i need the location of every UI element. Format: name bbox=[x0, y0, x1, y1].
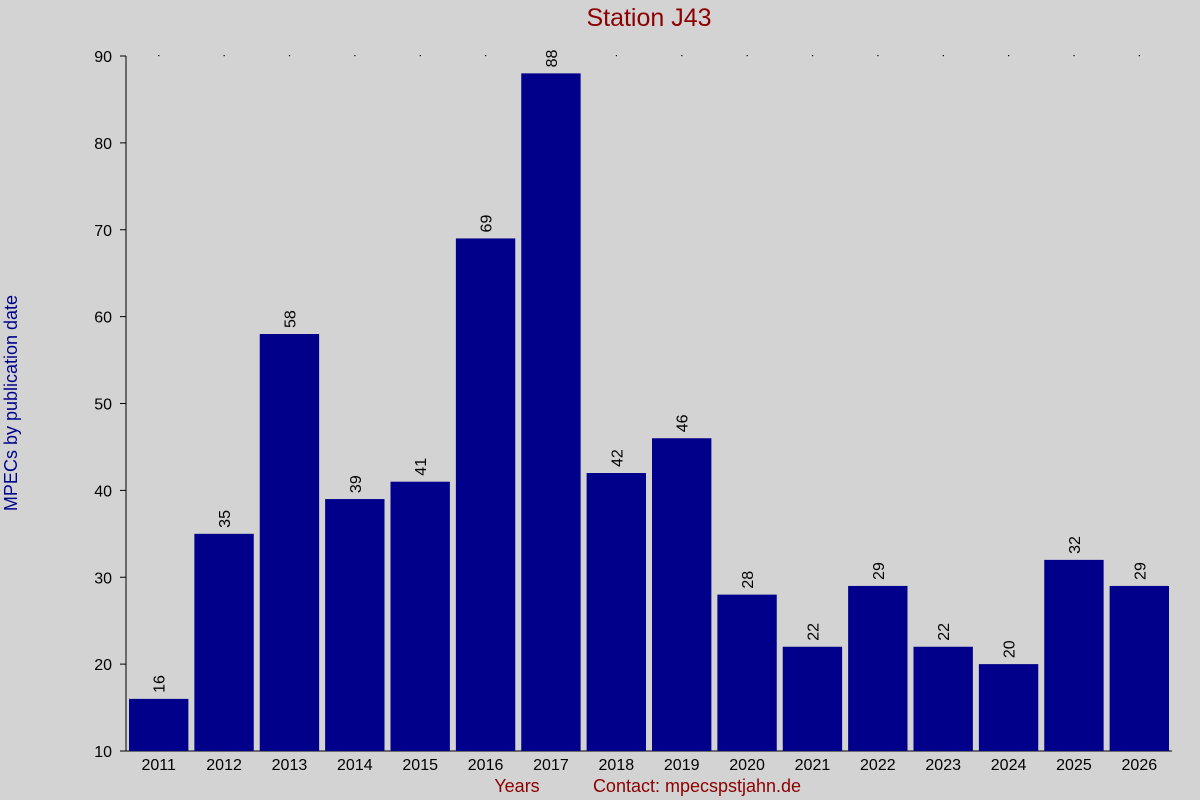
grid-dot bbox=[1138, 55, 1141, 57]
bar bbox=[717, 594, 777, 751]
bar bbox=[259, 334, 320, 751]
bar bbox=[978, 664, 1039, 751]
bar bbox=[390, 481, 450, 751]
x-axis-label: Years bbox=[494, 776, 539, 796]
grid-dot bbox=[681, 55, 683, 57]
contact-note: Contact: mpecspstjahn.de bbox=[593, 776, 801, 796]
x-tick-label: 2016 bbox=[468, 757, 504, 774]
data-label: 28 bbox=[740, 571, 757, 589]
y-tick-label: 40 bbox=[94, 483, 112, 500]
x-tick-label: 2011 bbox=[141, 757, 176, 774]
data-label: 29 bbox=[871, 562, 888, 580]
data-label: 32 bbox=[1067, 536, 1084, 554]
grid-dot bbox=[158, 55, 160, 57]
bar bbox=[1044, 559, 1104, 751]
grid-dot bbox=[354, 55, 356, 57]
y-axis-label: MPECs by publication date bbox=[1, 295, 21, 511]
bar bbox=[782, 646, 843, 751]
y-tick-label: 70 bbox=[94, 223, 112, 240]
x-tick-label: 2018 bbox=[599, 757, 635, 774]
y-tick-label: 10 bbox=[94, 744, 112, 761]
bar bbox=[652, 438, 712, 751]
x-tick-label: 2024 bbox=[991, 757, 1027, 774]
x-tick-label: 2019 bbox=[664, 757, 700, 774]
bar bbox=[913, 646, 973, 751]
grid-dot bbox=[1008, 55, 1010, 57]
y-tick-label: 30 bbox=[94, 570, 112, 587]
bar bbox=[129, 698, 189, 751]
x-tick-label: 2017 bbox=[533, 757, 569, 774]
grid-dot bbox=[223, 55, 225, 57]
bar bbox=[194, 533, 254, 751]
data-label: 39 bbox=[348, 475, 365, 493]
y-tick-label: 80 bbox=[94, 136, 112, 153]
plot-area: 10 20 30 40 50 60 70 80 90 2011 16 2012 35 2013 58 2014… bbox=[94, 49, 1172, 774]
y-tick-label: 60 bbox=[94, 310, 112, 327]
chart-title: Station J43 bbox=[586, 4, 711, 32]
grid-dot bbox=[485, 55, 487, 57]
x-tick-label: 2013 bbox=[272, 757, 308, 774]
x-tick-label: 2015 bbox=[402, 757, 438, 774]
data-label: 69 bbox=[479, 215, 496, 233]
data-label: 35 bbox=[217, 510, 234, 528]
data-label: 16 bbox=[152, 675, 169, 693]
x-tick-label: 2012 bbox=[206, 757, 242, 774]
data-label: 88 bbox=[544, 49, 561, 67]
y-tick-label: 90 bbox=[94, 49, 112, 66]
grid-dot bbox=[615, 55, 618, 57]
bar bbox=[521, 73, 581, 751]
grid-dot bbox=[419, 55, 421, 57]
data-label: 42 bbox=[609, 449, 626, 467]
bar bbox=[325, 499, 385, 751]
grid-dot bbox=[550, 55, 552, 57]
data-label: 29 bbox=[1132, 562, 1149, 580]
data-label: 22 bbox=[805, 623, 822, 641]
bar bbox=[586, 473, 646, 751]
bar bbox=[1109, 585, 1169, 751]
x-tick-label: 2026 bbox=[1122, 757, 1158, 774]
x-tick-label: 2021 bbox=[795, 757, 831, 774]
data-label: 46 bbox=[675, 414, 692, 432]
grid-dot bbox=[877, 55, 879, 57]
y-tick-label: 20 bbox=[94, 657, 112, 674]
x-tick-label: 2020 bbox=[729, 757, 765, 774]
y-tick-label: 50 bbox=[94, 397, 112, 414]
bar bbox=[848, 585, 908, 751]
grid-dot bbox=[746, 55, 748, 57]
grid-dot bbox=[811, 55, 814, 57]
data-label: 20 bbox=[1002, 640, 1019, 658]
grid-dot bbox=[1073, 55, 1075, 57]
grid-dot bbox=[288, 55, 291, 57]
x-tick-label: 2023 bbox=[925, 757, 961, 774]
x-tick-label: 2022 bbox=[860, 757, 896, 774]
grid-dot bbox=[942, 55, 944, 57]
data-label: 22 bbox=[936, 623, 953, 641]
data-label: 41 bbox=[413, 458, 430, 476]
x-tick-label: 2025 bbox=[1056, 757, 1092, 774]
x-tick-label: 2014 bbox=[337, 757, 373, 774]
bar bbox=[455, 238, 516, 751]
data-label: 58 bbox=[282, 310, 299, 328]
